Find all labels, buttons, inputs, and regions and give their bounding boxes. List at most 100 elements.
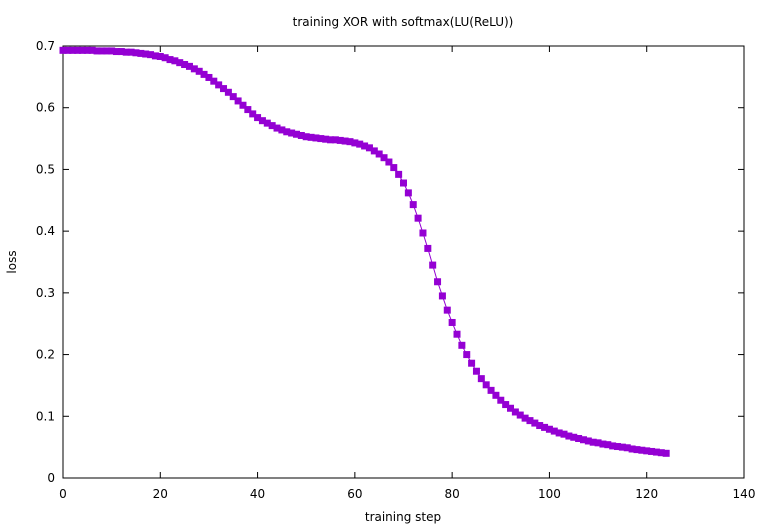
data-point: [273, 124, 281, 132]
data-point: [215, 81, 223, 89]
x-tick-label: 140: [733, 487, 756, 501]
data-point: [161, 54, 169, 62]
y-tick-label: 0.4: [36, 224, 55, 238]
data-point: [472, 367, 480, 375]
data-point: [594, 439, 602, 447]
data-point: [113, 48, 121, 56]
data-point: [288, 129, 296, 137]
data-point: [278, 126, 286, 134]
data-point: [409, 201, 417, 209]
data-point: [424, 244, 432, 252]
data-point: [254, 114, 262, 122]
data-point: [117, 48, 125, 56]
data-point: [292, 130, 300, 138]
data-point: [263, 119, 271, 127]
data-point: [429, 261, 437, 269]
data-point: [599, 440, 607, 448]
y-tick-label: 0.2: [36, 348, 55, 362]
data-point: [356, 140, 364, 148]
data-point: [560, 430, 568, 438]
data-point: [83, 46, 91, 54]
data-point: [662, 449, 670, 457]
chart-title: training XOR with softmax(LU(ReLU)): [293, 15, 514, 29]
data-point: [224, 88, 232, 96]
data-point: [463, 351, 471, 359]
data-point: [390, 164, 398, 172]
data-point: [132, 49, 140, 57]
data-point: [579, 436, 587, 444]
data-point: [351, 139, 359, 147]
data-point: [380, 154, 388, 162]
data-point: [375, 150, 383, 158]
data-point: [220, 85, 228, 93]
data-point: [200, 70, 208, 78]
y-axis-label: loss: [5, 250, 19, 273]
data-point: [190, 65, 198, 73]
data-point: [443, 306, 451, 314]
y-tick-label: 0.3: [36, 286, 55, 300]
data-point: [137, 49, 145, 57]
data-point: [453, 330, 461, 338]
data-point: [395, 170, 403, 178]
data-point: [657, 449, 665, 457]
data-point: [234, 97, 242, 105]
data-point: [516, 411, 524, 419]
data-point: [541, 423, 549, 431]
data-point: [623, 444, 631, 452]
data-point: [302, 133, 310, 141]
data-point: [181, 61, 189, 69]
data-point: [482, 381, 490, 389]
x-tick-label: 120: [635, 487, 658, 501]
data-point: [618, 443, 626, 451]
data-point: [419, 229, 427, 237]
y-tick-label: 0.6: [36, 101, 55, 115]
data-point: [322, 135, 330, 143]
data-point: [385, 158, 393, 166]
data-point: [166, 56, 174, 64]
data-point: [307, 133, 315, 141]
data-point: [589, 438, 597, 446]
plot-frame: [62, 45, 745, 479]
x-axis-label: training step: [365, 510, 441, 524]
data-point: [575, 435, 583, 442]
data-point: [448, 318, 456, 326]
data-point: [550, 427, 558, 435]
x-axis: 0 20 40 60 80 100 120 140: [59, 46, 755, 501]
data-point: [103, 47, 111, 55]
data-point: [229, 93, 237, 101]
x-tick-label: 80: [445, 487, 460, 501]
data-point: [147, 51, 155, 59]
data-point: [633, 446, 641, 454]
data-point: [365, 144, 373, 152]
data-point: [628, 445, 636, 453]
data-point: [64, 46, 72, 54]
data-point: [487, 386, 495, 394]
data-point: [526, 417, 534, 425]
data-point: [609, 442, 617, 450]
series-loss: [59, 46, 670, 457]
data-point: [74, 46, 82, 54]
data-point: [127, 48, 135, 56]
data-point: [283, 128, 291, 136]
data-point: [545, 425, 553, 433]
data-point: [268, 122, 276, 130]
data-point: [643, 447, 651, 455]
data-point: [331, 136, 339, 144]
data-point: [361, 142, 369, 150]
data-point: [400, 179, 407, 187]
y-tick-label: 0.7: [36, 39, 55, 53]
data-point: [297, 131, 305, 139]
data-point: [536, 422, 544, 430]
data-point: [258, 117, 266, 125]
data-point: [171, 57, 179, 65]
data-point: [336, 136, 344, 144]
data-point: [156, 52, 164, 60]
data-point: [511, 408, 519, 416]
data-point: [604, 441, 612, 449]
data-point: [98, 47, 106, 55]
data-point: [652, 448, 660, 456]
data-point: [414, 214, 422, 222]
data-point: [249, 110, 257, 118]
data-point: [205, 73, 213, 81]
